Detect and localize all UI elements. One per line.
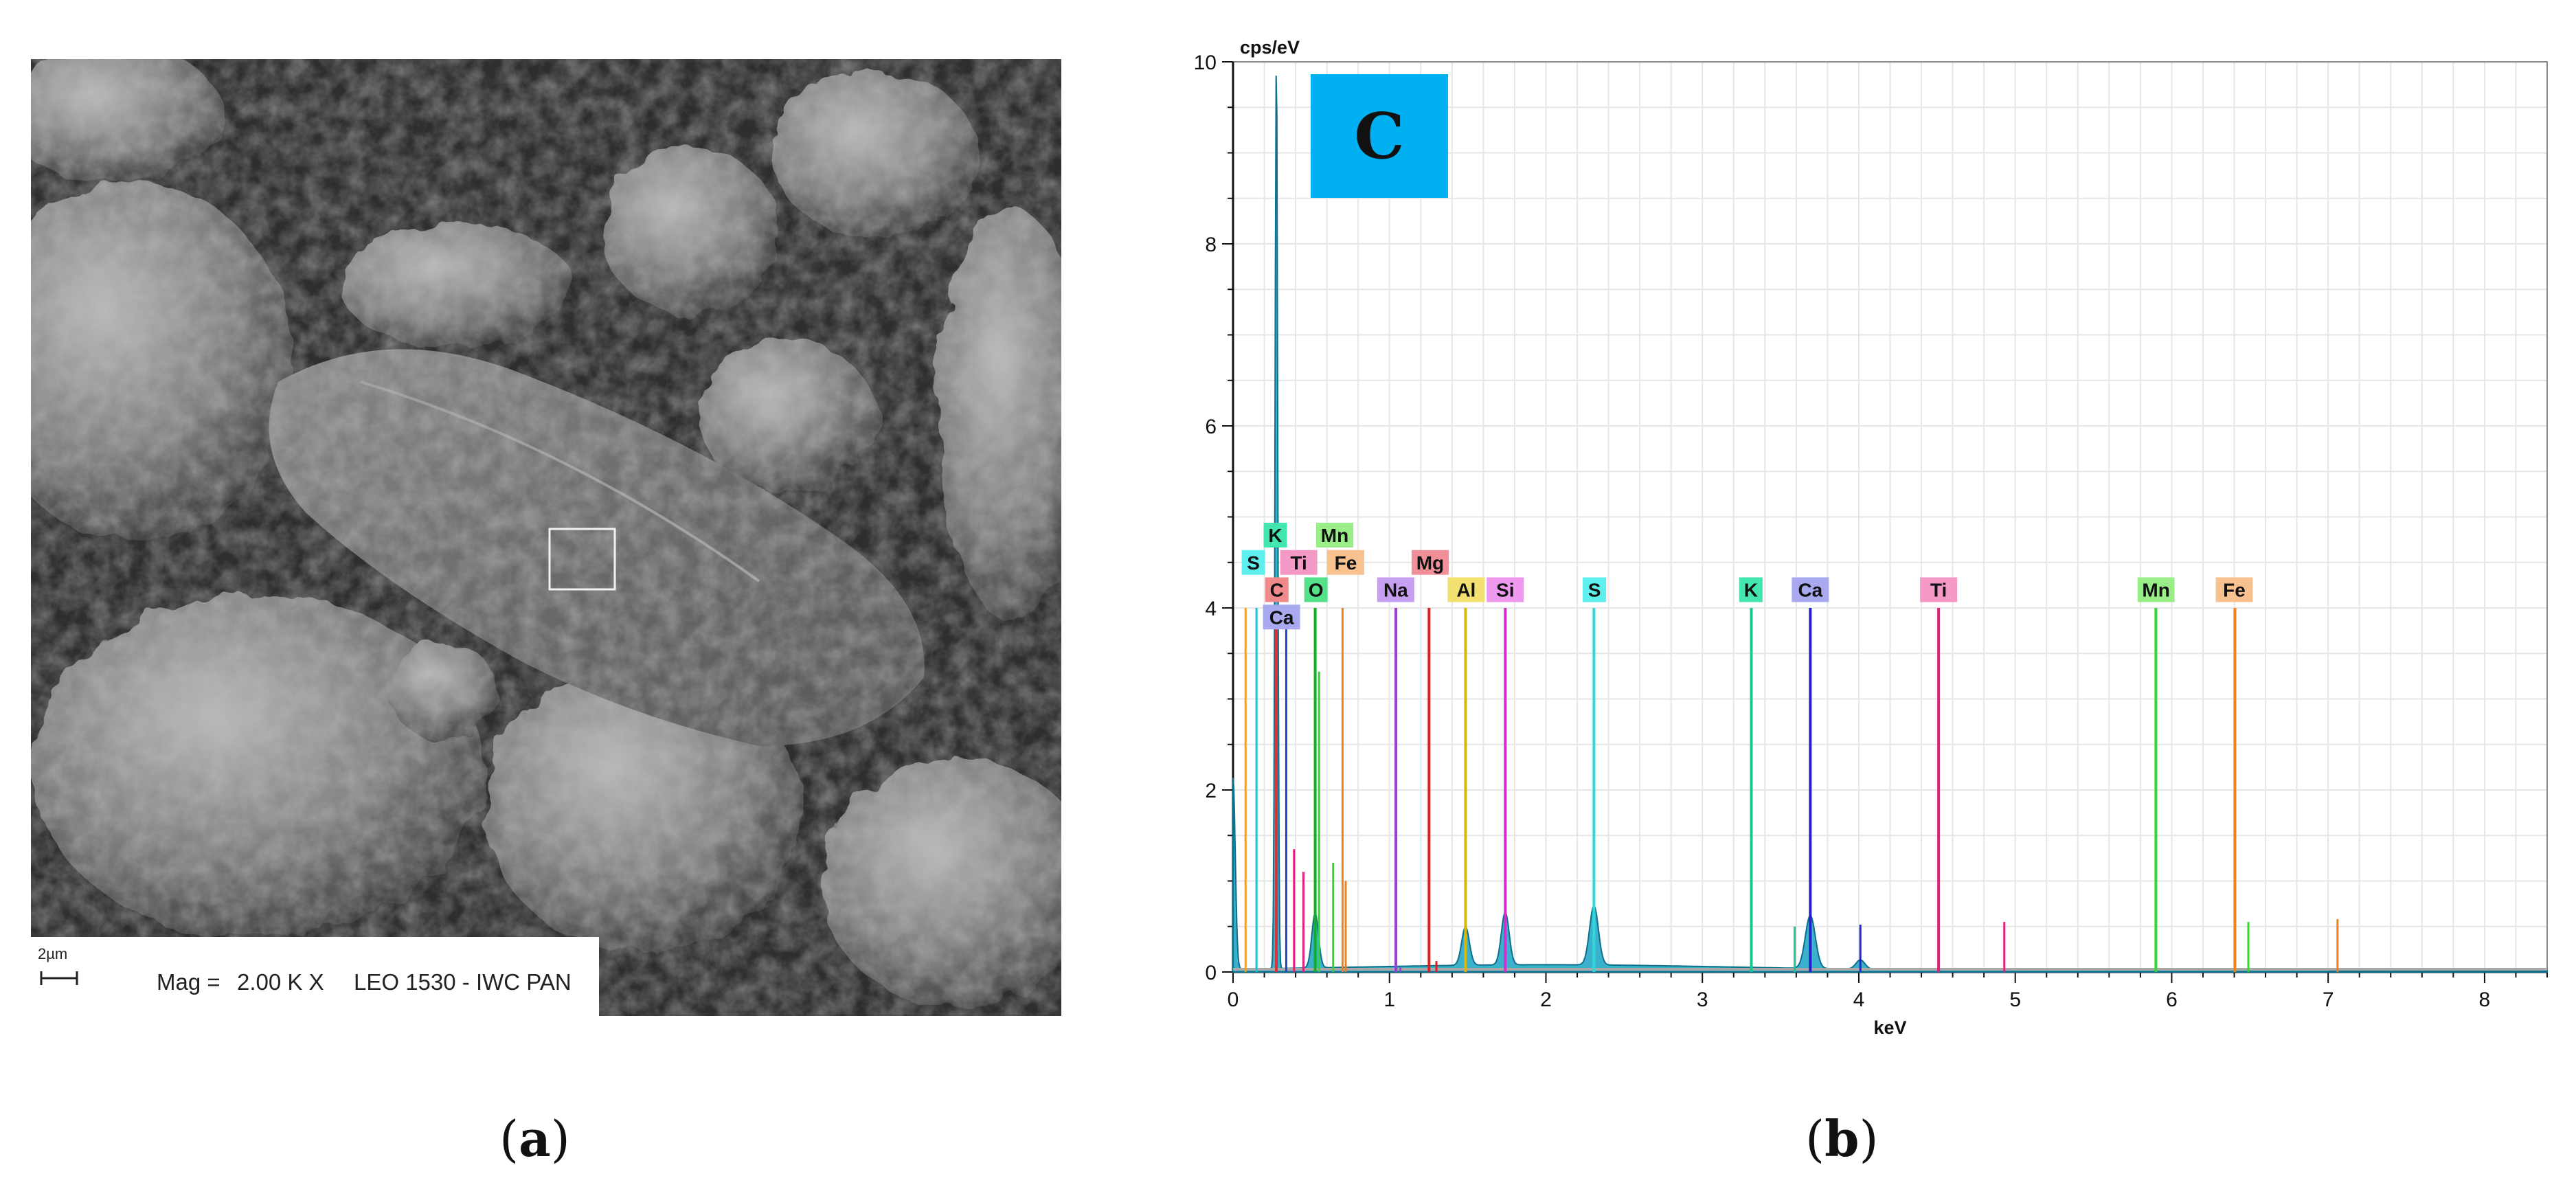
y-tick-label: 8 [1205, 234, 1217, 256]
element-label-box-fe [2215, 577, 2253, 602]
element-label-box-al [1447, 577, 1485, 602]
element-label-ti: Ti [1290, 552, 1307, 574]
element-label-mn: Mn [2142, 580, 2169, 601]
element-label-box-na [1377, 577, 1414, 602]
element-label-box-mn [1316, 523, 1354, 547]
sem-instrument-label: LEO 1530 - IWC PAN [354, 969, 572, 995]
element-label-fe: Fe [2223, 580, 2246, 601]
element-label-box-ti [1280, 550, 1318, 575]
x-tick-label: 4 [1853, 988, 1865, 1011]
element-label-box-mn [2137, 577, 2175, 602]
element-label-al: Al [1456, 580, 1476, 601]
x-tick-label: 5 [2009, 988, 2021, 1011]
y-tick-label: 6 [1205, 416, 1217, 438]
element-label-c: C [1270, 580, 1284, 601]
element-label-mn: Mn [1321, 525, 1348, 546]
element-label-ti: Ti [1930, 580, 1947, 601]
element-label-si: Si [1496, 580, 1514, 601]
element-label-box-ca [1792, 577, 1829, 602]
x-tick-label: 1 [1383, 988, 1395, 1011]
y-tick-label: 10 [1194, 52, 1217, 74]
element-label-k: K [1744, 580, 1758, 601]
sem-info-bar [31, 937, 599, 1016]
sem-micrograph-image [31, 59, 1061, 1016]
element-label-box-ca [1263, 604, 1300, 630]
element-label-o: O [1309, 580, 1324, 601]
x-tick-label: 7 [2323, 988, 2334, 1011]
element-label-ca: Ca [1269, 607, 1294, 628]
element-label-k: K [1268, 525, 1282, 546]
x-tick-label: 6 [2166, 988, 2178, 1011]
panel-badge-label: C [1354, 99, 1404, 173]
y-axis-label: cps/eV [1240, 37, 1300, 58]
element-label-s: S [1247, 552, 1260, 574]
element-lines [1244, 608, 2339, 972]
caption-a: (a) [499, 1109, 570, 1168]
y-tick-label: 4 [1205, 598, 1217, 620]
x-tick-label: 2 [1540, 988, 1552, 1011]
panel-badge [1311, 74, 1448, 198]
element-label-na: Na [1383, 580, 1408, 601]
element-label-box-o [1304, 577, 1328, 602]
element-label-box-k [1739, 577, 1763, 602]
element-label-box-si [1487, 577, 1524, 602]
x-tick-label: 0 [1228, 988, 1239, 1011]
element-label-s: S [1588, 580, 1601, 601]
y-tick-label: 2 [1205, 780, 1217, 802]
element-label-box-s [1241, 550, 1265, 575]
caption-b: (b) [1805, 1109, 1879, 1168]
sem-mag-value: 2.00 K X [237, 969, 324, 995]
spectrum-series [1232, 76, 2548, 973]
element-label-ca: Ca [1798, 580, 1822, 601]
element-label-box-fe [1326, 550, 1364, 575]
sem-mag-label: Mag = [157, 969, 221, 995]
sem-scale-bar [40, 971, 78, 985]
sem-scale-label: 2µm [38, 945, 68, 962]
element-label-mg: Mg [1416, 552, 1444, 574]
eds-spectrum-panel: 0 1 2 3 4 5 6 7 8 0 2 4 6 8 10 S K Mn Ti Fe C O Ca Na Mg Al Si S K C… [1140, 21, 2576, 1065]
sem-selection-box [548, 528, 616, 591]
chart-grid [1232, 61, 2548, 973]
element-label-box-mg [1411, 550, 1449, 575]
element-label-box-s [1583, 577, 1607, 602]
element-label-box-k [1263, 523, 1287, 547]
sem-micrograph-panel: 2µm Mag = 2.00 K X LEO 1530 - IWC PAN [31, 59, 1061, 1016]
element-label-box-ti [1920, 577, 1958, 602]
element-label-box-c [1265, 577, 1289, 602]
element-label-fe: Fe [1335, 552, 1357, 574]
x-tick-label: 8 [2479, 988, 2491, 1011]
x-tick-label: 3 [1697, 988, 1708, 1011]
y-tick-label: 0 [1205, 962, 1217, 984]
x-axis-label: keV [1873, 1017, 1906, 1038]
